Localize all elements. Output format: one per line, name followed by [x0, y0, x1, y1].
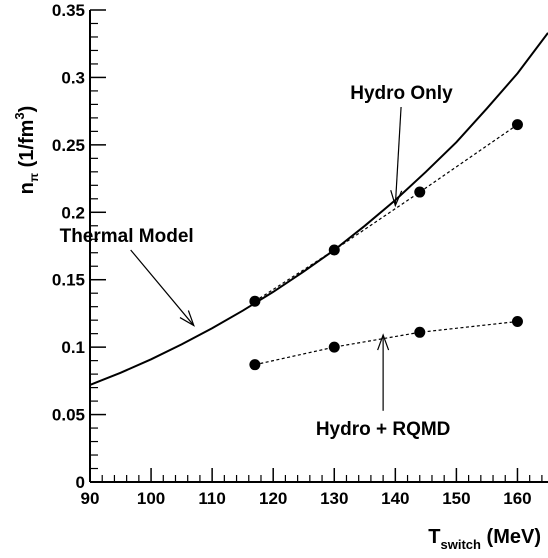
hydro-only-arrow — [394, 106, 402, 206]
series-group — [89, 32, 548, 386]
y-tick-label: 0 — [76, 473, 85, 492]
hydro-rqmd-point — [328, 341, 340, 353]
y-tick-label: 0.05 — [52, 406, 85, 425]
y-axis-label: nπ (1/fm3) — [12, 106, 41, 195]
thermal-model-label: Thermal Model — [60, 226, 194, 247]
tick-labels: 90 100 110 120 130 140 150 160 0 0.05 0.1 0.15 0.2 0.… — [52, 1, 532, 508]
thermal-model-curve — [89, 32, 548, 386]
plot-frame — [89, 10, 548, 483]
hydro-rqmd-line — [254, 320, 518, 366]
y-tick-label: 0.2 — [61, 203, 85, 222]
hydro-rqmd-point — [511, 316, 523, 328]
x-tick-label: 130 — [320, 489, 348, 508]
thermal-model-arrow — [130, 249, 195, 326]
x-tick-label: 90 — [81, 489, 100, 508]
x-tick-label: 110 — [198, 489, 225, 508]
y-tick-label: 0.25 — [52, 136, 85, 155]
y-tick-label: 0.3 — [61, 68, 85, 87]
x-tick-label: 100 — [137, 489, 165, 508]
hydro-only-point — [414, 186, 426, 198]
hydro-only-point — [328, 244, 340, 256]
hydro-rqmd-label: Hydro + RQMD — [316, 419, 451, 440]
x-tick-label: 150 — [442, 489, 470, 508]
hydro-rqmd-point — [414, 326, 426, 338]
hydro-rqmd-point — [249, 359, 261, 371]
y-tick-label: 0.35 — [52, 1, 85, 20]
x-tick-label: 140 — [381, 489, 409, 508]
x-tick-label: 120 — [259, 489, 287, 508]
annotations: Hydro Only Thermal Model Hydro + RQMD — [60, 83, 453, 440]
hydro-only-point — [511, 119, 523, 131]
axis-ticks — [89, 9, 543, 483]
hydro-only-arrowhead — [390, 190, 403, 208]
hydro-only-label: Hydro Only — [350, 83, 453, 104]
hydro-only-line — [254, 124, 518, 302]
x-tick-label: 160 — [503, 489, 531, 508]
hydro-rqmd-arrowhead — [377, 333, 390, 351]
x-axis-label: Tswitch (MeV) — [428, 526, 541, 552]
y-tick-label: 0.1 — [61, 338, 85, 357]
y-tick-label: 0.15 — [52, 271, 85, 290]
thermal-model-arrowhead — [179, 310, 195, 327]
hydro-only-point — [249, 295, 261, 307]
